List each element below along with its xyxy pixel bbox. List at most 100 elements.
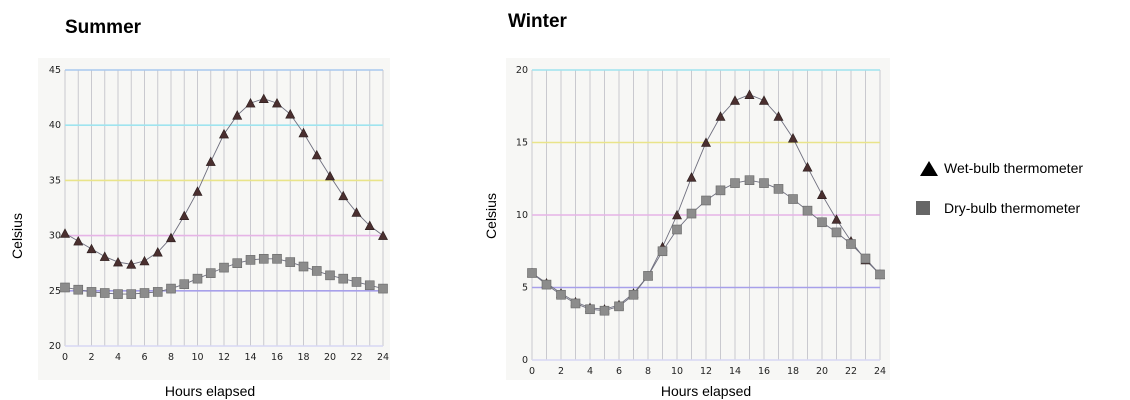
- y-tick-label: 35: [49, 175, 61, 186]
- x-tick-label: 20: [816, 366, 828, 377]
- dry-bulb-point: [245, 255, 256, 265]
- dry-bulb-point: [715, 185, 726, 196]
- x-tick-label: 4: [115, 352, 121, 363]
- y-tick-label: 15: [516, 138, 528, 149]
- dry-bulb-point: [802, 205, 813, 216]
- x-tick-label: 12: [218, 352, 230, 363]
- x-tick-label: 22: [845, 366, 857, 377]
- wet-bulb-point: [311, 149, 322, 160]
- dry-bulb-point: [788, 194, 798, 204]
- x-tick-label: 12: [700, 366, 712, 377]
- wet-bulb-point: [672, 209, 682, 220]
- wet-bulb-point: [232, 110, 243, 120]
- dry-bulb-point: [628, 289, 639, 300]
- wet-bulb-point: [113, 256, 123, 267]
- dry-bulb-point: [285, 257, 296, 267]
- wet-bulb-point: [60, 228, 70, 238]
- dry-bulb-point: [60, 282, 70, 293]
- wet-bulb-point: [378, 230, 388, 240]
- dry-bulb-point: [643, 271, 653, 281]
- y-tick-label: 20: [49, 341, 61, 352]
- dry-bulb-point: [73, 284, 84, 295]
- wet-bulb-point: [364, 220, 375, 230]
- dry-bulb-point: [378, 283, 388, 294]
- dry-bulb-point: [351, 277, 362, 287]
- dry-bulb-point: [570, 298, 581, 309]
- dry-bulb-point: [585, 304, 595, 315]
- wet-bulb-point: [73, 235, 84, 246]
- dry-bulb-point: [232, 258, 243, 269]
- x-tick-label: 16: [758, 366, 770, 377]
- dry-bulb-point: [338, 273, 349, 284]
- legend-label-wet-bulb: Wet-bulb thermometer: [944, 160, 1083, 176]
- winter-y-axis-label: Celsius: [483, 193, 499, 239]
- wet-bulb-point: [179, 210, 190, 221]
- x-tick-label: 14: [729, 366, 741, 377]
- wet-bulb-point: [817, 189, 827, 199]
- x-tick-label: 2: [88, 352, 94, 363]
- dry-bulb-point: [657, 246, 668, 257]
- summer-y-axis-label: Celsius: [9, 213, 25, 259]
- x-tick-label: 16: [271, 352, 283, 363]
- y-tick-label: 0: [522, 355, 528, 366]
- wet-bulb-point: [272, 97, 282, 108]
- dry-bulb-point: [672, 224, 682, 235]
- x-tick-label: 24: [377, 352, 389, 363]
- wet-bulb-point: [686, 172, 697, 182]
- legend-label-dry-bulb: Dry-bulb thermometer: [944, 200, 1080, 216]
- dry-bulb-point: [166, 283, 176, 294]
- wet-bulb-point: [126, 259, 137, 269]
- dry-bulb-point: [773, 184, 784, 194]
- dry-bulb-point: [364, 280, 375, 291]
- summer-plot-background: [38, 58, 390, 380]
- y-tick-label: 20: [516, 65, 528, 76]
- y-tick-label: 25: [49, 286, 61, 297]
- y-tick-label: 45: [49, 65, 61, 76]
- wet-bulb-point: [802, 162, 813, 172]
- wet-bulb-point: [338, 190, 349, 201]
- x-tick-label: 6: [141, 352, 147, 363]
- wet-bulb-point: [285, 109, 296, 119]
- wet-bulb-point: [139, 255, 150, 266]
- dry-bulb-point: [126, 289, 137, 299]
- winter-chart-title: Winter: [508, 11, 568, 32]
- wet-bulb-point: [205, 156, 216, 166]
- legend-item-dry-bulb: Dry-bulb thermometer: [916, 200, 1080, 216]
- wet-bulb-point: [744, 89, 755, 99]
- wet-bulb-point: [86, 243, 97, 254]
- dry-bulb-point: [599, 305, 610, 316]
- dry-bulb-point: [113, 289, 123, 299]
- dry-bulb-point: [325, 270, 335, 281]
- dry-bulb-point: [152, 287, 163, 297]
- wet-bulb-point: [759, 95, 769, 105]
- summer-chart-title: Summer: [65, 17, 142, 38]
- wet-bulb-point: [773, 111, 784, 121]
- dry-bulb-point: [86, 287, 97, 297]
- y-tick-label: 5: [522, 283, 528, 294]
- dry-bulb-point: [179, 279, 190, 289]
- dry-bulb-point: [99, 288, 110, 298]
- dry-bulb-point: [860, 253, 871, 264]
- legend-item-wet-bulb: Wet-bulb thermometer: [920, 160, 1083, 176]
- summer-x-axis-label: Hours elapsed: [165, 383, 255, 399]
- wet-bulb-point: [258, 93, 269, 104]
- winter-x-axis-label: Hours elapsed: [661, 383, 751, 399]
- dry-bulb-point: [817, 217, 827, 228]
- square-marker-icon: [916, 201, 930, 215]
- y-tick-label: 40: [49, 120, 61, 131]
- x-tick-label: 4: [587, 366, 593, 377]
- x-tick-label: 24: [874, 366, 886, 377]
- summer-data-points: [60, 93, 388, 299]
- dry-bulb-point: [744, 175, 755, 185]
- dry-bulb-point: [139, 288, 150, 298]
- wet-bulb-point: [166, 232, 176, 243]
- wet-bulb-point: [192, 186, 203, 196]
- dry-bulb-point: [527, 268, 537, 278]
- wet-bulb-point: [730, 95, 740, 105]
- triangle-marker-icon: [920, 161, 938, 176]
- x-tick-label: 10: [671, 366, 683, 377]
- wet-bulb-point: [152, 247, 163, 257]
